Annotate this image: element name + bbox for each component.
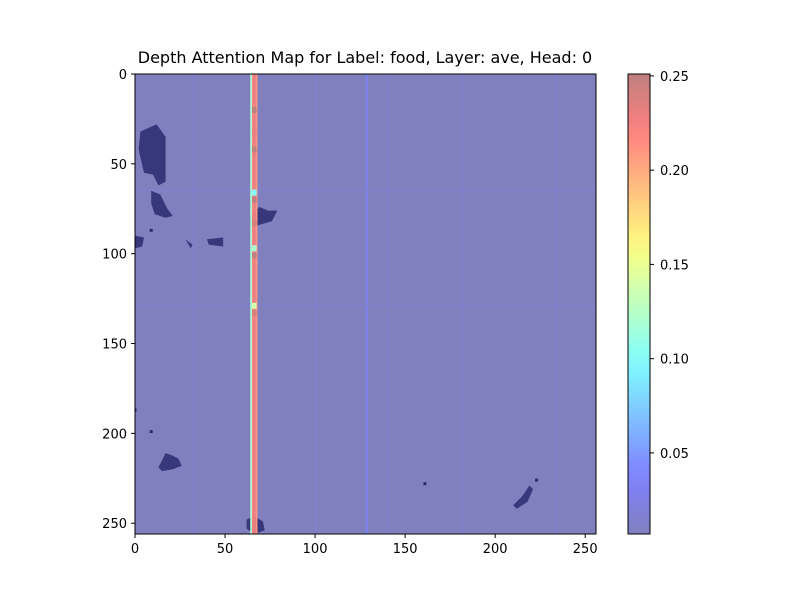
x-axis: 0 50 100 150 200 250: [131, 534, 598, 557]
attention-column: [250, 74, 258, 534]
dark-region-blob-upper-left: [138, 124, 166, 186]
dark-region-blob-lower-left: [158, 453, 182, 472]
column-hotspot-3: [252, 189, 257, 196]
dark-region-blob-left-mid: [151, 190, 173, 218]
dark-dot-3: [423, 482, 427, 486]
colorbar: 0.05 0.10 0.15 0.20 0.25: [627, 70, 689, 535]
column-hotspot-8: [252, 302, 257, 309]
x-tick-label-3: 150: [393, 542, 418, 557]
y-tick-label-2: 100: [102, 248, 127, 263]
x-tick-label-5: 250: [573, 542, 598, 557]
dark-dot-4: [535, 478, 539, 482]
faint-stripes: [135, 74, 596, 534]
colorbar-tick-label-4: 0.25: [660, 70, 689, 85]
x-tick-label-0: 0: [131, 542, 139, 557]
colorbar-tick-label-3: 0.20: [660, 164, 689, 179]
colorbar-tick-label-2: 0.15: [660, 258, 689, 273]
dark-dot-0: [149, 228, 153, 232]
colorbar-tick-label-1: 0.10: [660, 353, 689, 368]
y-tick-label-3: 150: [102, 338, 127, 353]
dark-dot-2: [149, 430, 153, 434]
faint-row-1: [135, 304, 596, 306]
colorbar-ticks: 0.05 0.10 0.15 0.20 0.25: [650, 70, 689, 462]
heatmap-plot: [134, 73, 597, 535]
dark-dot-1: [135, 408, 137, 412]
column-hotspot-7: [252, 252, 257, 259]
plot-frame: [134, 73, 597, 535]
y-tick-label-5: 250: [102, 517, 127, 532]
dark-region-blob-small-a: [185, 239, 193, 249]
column-hotspot-2: [252, 146, 257, 153]
faint-row-0: [135, 189, 596, 191]
column-hotspot-6: [252, 245, 257, 252]
column-hotspot-0: [252, 106, 257, 113]
dark-region-blob-small-b: [207, 237, 224, 247]
x-tick-label-1: 50: [217, 542, 234, 557]
column-hotspot-1: [252, 130, 257, 137]
colorbar-tick-label-0: 0.05: [660, 447, 689, 462]
x-tick-label-4: 200: [483, 542, 508, 557]
chart-title: Depth Attention Map for Label: food, Lay…: [138, 48, 592, 67]
y-tick-label-4: 200: [102, 427, 127, 442]
dark-region-blob-left-edge: [135, 235, 144, 249]
dark-region-blob-lower-right: [513, 485, 533, 509]
column-hotspot-4: [252, 196, 257, 203]
x-tick-label-2: 100: [303, 542, 328, 557]
colorbar-bar: [627, 73, 651, 535]
y-axis: 0 50 100 150 200 250: [102, 68, 135, 532]
y-tick-label-1: 50: [110, 158, 127, 173]
y-tick-label-0: 0: [119, 68, 127, 83]
column-hotspot-9: [252, 309, 257, 316]
column-stripe-0: [250, 74, 253, 534]
column-hotspot-5: [252, 220, 257, 227]
